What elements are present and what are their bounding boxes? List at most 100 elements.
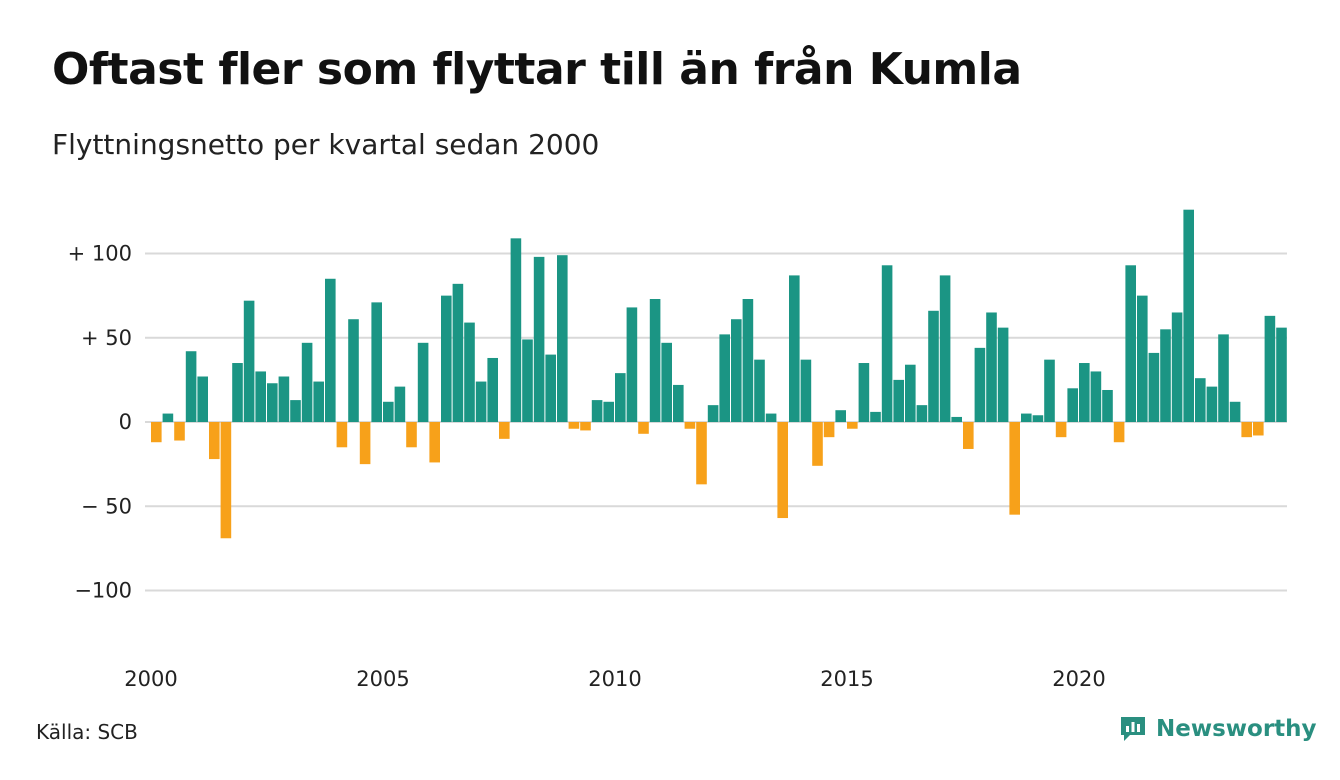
bar [417,342,429,423]
bar [1125,265,1136,422]
bar [383,401,394,422]
bar [638,422,649,434]
bar [348,319,359,422]
bar [1113,422,1125,443]
bar [255,371,266,422]
bar [1032,415,1044,422]
bar [649,299,661,423]
bar [267,383,278,423]
bar [1229,401,1241,422]
x-axis-ticks: 2000 2005 2010 2015 2020 [124,667,1105,691]
bar [789,275,800,422]
bar [510,238,522,422]
x-tick-label: 2020 [1052,667,1105,691]
bar [325,278,336,422]
bar [278,376,290,422]
bar [487,357,498,422]
bar [1195,378,1206,422]
bar [452,283,464,422]
bar [1055,422,1067,438]
bar [197,376,208,422]
bar [441,295,452,423]
bar [290,400,301,423]
brand-name: Newsworthy [1156,716,1317,742]
bar [916,405,928,422]
bar [394,386,406,422]
bars [151,209,1287,539]
bar [719,334,730,422]
bar [1148,352,1160,422]
brand-logo[interactable]: Newsworthy [1118,714,1317,744]
bar [765,413,777,422]
bar [580,422,591,431]
bar [742,299,754,423]
bar [174,422,185,441]
bar [301,342,313,423]
bar [1009,422,1020,515]
bar [1067,388,1078,422]
bar [626,307,638,422]
y-tick-label: + 100 [68,242,132,266]
bar [371,302,382,423]
chart-subtitle: Flyttningsnetto per kvartal sedan 2000 [52,128,600,161]
bar [1218,334,1229,422]
bar [475,381,487,422]
bar [1090,371,1102,422]
bar [812,422,823,466]
bar [939,275,951,422]
bar [835,410,846,422]
bar [151,422,162,443]
bar [847,422,858,429]
bar [928,310,939,422]
bar [800,359,812,422]
bar [1264,315,1276,423]
y-tick-label: + 50 [81,326,132,350]
bar [568,422,580,429]
bar [1079,363,1090,422]
bar [1171,312,1183,423]
bar [1160,329,1171,422]
bar [1183,209,1194,422]
bar [185,351,197,422]
bar [951,416,962,422]
bar [893,379,904,423]
bar [1137,295,1148,423]
y-tick-label: − 50 [81,494,132,518]
bar [858,363,870,422]
bar [905,364,916,422]
bar [162,413,174,422]
bar [1102,389,1113,423]
bar [1241,422,1252,438]
bar [673,384,684,422]
x-tick-label: 2015 [820,667,873,691]
bar [313,381,324,422]
bar [464,322,475,422]
x-tick-label: 2000 [124,667,177,691]
bar [731,319,742,422]
bar [696,422,707,485]
y-axis-ticks: + 100 + 50 0 − 50 −100 [68,242,132,603]
bar [557,255,568,422]
bar [232,363,243,422]
bar [603,401,614,422]
x-tick-label: 2005 [356,667,409,691]
bar [336,422,348,448]
bar [429,422,440,463]
source-note: Källa: SCB [36,720,138,744]
bar [1021,413,1032,422]
bar [777,422,788,519]
bar [1276,327,1287,422]
bar [499,422,510,439]
bar [881,265,893,422]
newsworthy-chart-icon [1121,717,1145,741]
bar [707,405,719,422]
bar [974,347,986,422]
bar [406,422,417,448]
bar [963,422,974,449]
bar [997,327,1009,422]
bar [986,312,997,423]
y-tick-label: −100 [74,579,132,603]
bar [243,300,255,422]
bar [209,422,220,460]
